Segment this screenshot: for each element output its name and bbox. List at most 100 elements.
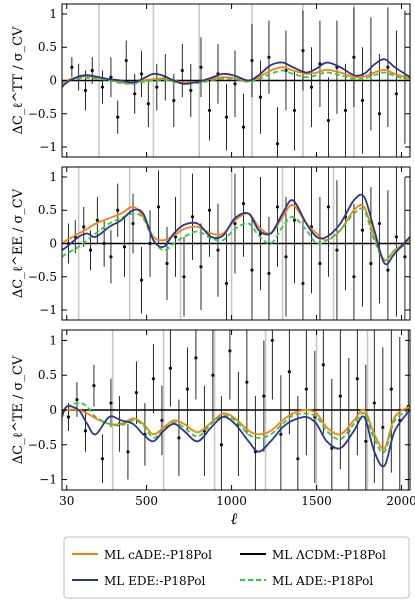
y-tick-label: 0	[49, 74, 57, 88]
data-point	[109, 75, 113, 79]
y-tick-label: −0.5	[28, 270, 57, 284]
data-point	[258, 95, 263, 99]
data-point	[228, 349, 232, 353]
data-point	[173, 235, 178, 239]
y-tick-label: 1	[49, 333, 57, 347]
y-tick-label: 1	[49, 170, 57, 184]
data-point	[124, 58, 128, 63]
data-point	[381, 425, 385, 429]
data-point	[250, 58, 254, 63]
series-line-ee-cade	[62, 204, 410, 262]
data-point	[386, 65, 390, 69]
data-point	[301, 281, 305, 286]
data-point	[146, 102, 150, 106]
data-point	[100, 457, 105, 461]
legend-frame	[63, 536, 410, 599]
data-point	[335, 248, 339, 252]
data-point	[301, 48, 305, 53]
legend-label-cade: ML cADE:-P18Pol	[104, 548, 212, 562]
x-tick-label: 500	[135, 494, 158, 508]
data-point	[284, 255, 288, 259]
y-tick-label: 0.5	[38, 203, 57, 217]
series-line-ee-ade	[62, 207, 410, 262]
data-point	[326, 118, 331, 123]
data-point	[199, 265, 203, 269]
data-point	[207, 208, 212, 212]
data-point	[287, 370, 291, 374]
data-point	[309, 85, 314, 89]
x-tick-label: 1500	[301, 494, 332, 508]
data-point	[182, 275, 186, 279]
data-point	[389, 387, 393, 391]
data-point	[139, 278, 144, 282]
data-point	[267, 55, 271, 59]
data-point	[275, 205, 280, 209]
data-point	[207, 108, 212, 113]
panel-te: −1 −0.5 0 0.5 1 30 500 1000 1500 2000 ΔC_ℓ^TE / σ_…	[11, 329, 415, 508]
data-point	[100, 85, 105, 89]
data-point	[92, 384, 96, 388]
y-tick-label: −1	[39, 140, 57, 154]
data-point	[352, 275, 356, 279]
x-tick-label: 30	[59, 494, 74, 508]
legend-label-ede: ML EDE:-P18Pol	[104, 574, 205, 588]
data-point	[190, 215, 195, 219]
data-point	[279, 432, 283, 436]
y-tick-label: −1	[39, 473, 57, 487]
data-point	[168, 366, 173, 370]
series-line-te-ade	[62, 402, 410, 454]
data-point	[386, 268, 390, 272]
x-tick-label: 2000	[386, 494, 415, 508]
data-point	[355, 377, 359, 381]
series-line-te-ede	[62, 405, 410, 468]
data-point	[83, 88, 88, 93]
data-point	[82, 225, 86, 229]
data-point	[369, 261, 373, 266]
data-point	[90, 68, 94, 73]
data-point	[377, 112, 382, 116]
data-point	[70, 65, 74, 69]
data-point	[134, 391, 139, 395]
data-point	[233, 221, 237, 226]
data-point	[116, 208, 120, 212]
panel-ee: −1 −0.5 0 0.5 1 ΔC_ℓ^EE / σ_CV	[11, 166, 411, 321]
legend-label-ade: ML ADE:-P18Pol	[272, 574, 373, 588]
data-point	[151, 377, 156, 381]
data-point	[211, 373, 215, 377]
data-point	[360, 228, 365, 232]
x-tick-label: 1000	[216, 494, 247, 508]
data-point	[224, 281, 229, 286]
data-point	[245, 380, 249, 384]
data-point	[155, 85, 159, 89]
y-axis-label-ee: ΔC_ℓ^EE / σ_CV	[11, 188, 26, 298]
data-point	[180, 68, 184, 73]
series-line-te-cade	[62, 405, 410, 450]
x-axis-label: ℓ	[231, 509, 238, 528]
data-point	[403, 255, 407, 259]
y-axis-label-tt: ΔC_ℓ^TT / σ_CV	[11, 26, 26, 135]
data-point	[177, 436, 181, 440]
panel-ee-plot-area	[62, 167, 410, 320]
data-point	[165, 261, 169, 266]
data-point	[109, 401, 113, 405]
data-point	[338, 394, 342, 398]
legend-label-lcdm: ML ΛCDM:-P18Pol	[272, 548, 386, 562]
data-point	[160, 418, 164, 423]
data-point	[394, 92, 399, 96]
data-point	[330, 446, 334, 450]
data-point	[364, 439, 368, 443]
data-point	[292, 218, 297, 222]
data-point	[377, 221, 382, 226]
y-tick-label: −0.5	[28, 438, 57, 452]
data-point	[343, 108, 348, 113]
data-point	[219, 443, 223, 447]
data-point	[116, 115, 120, 119]
data-point	[262, 394, 266, 398]
data-point	[304, 387, 308, 391]
data-point	[75, 397, 79, 402]
data-point	[352, 55, 356, 59]
legend: ML cADE:-P18Pol ML ΛCDM:-P18Pol ML EDE:-…	[63, 536, 410, 599]
data-point	[194, 356, 198, 360]
y-tick-label: −0.5	[28, 107, 57, 121]
series-line-tt-ede	[62, 58, 410, 88]
